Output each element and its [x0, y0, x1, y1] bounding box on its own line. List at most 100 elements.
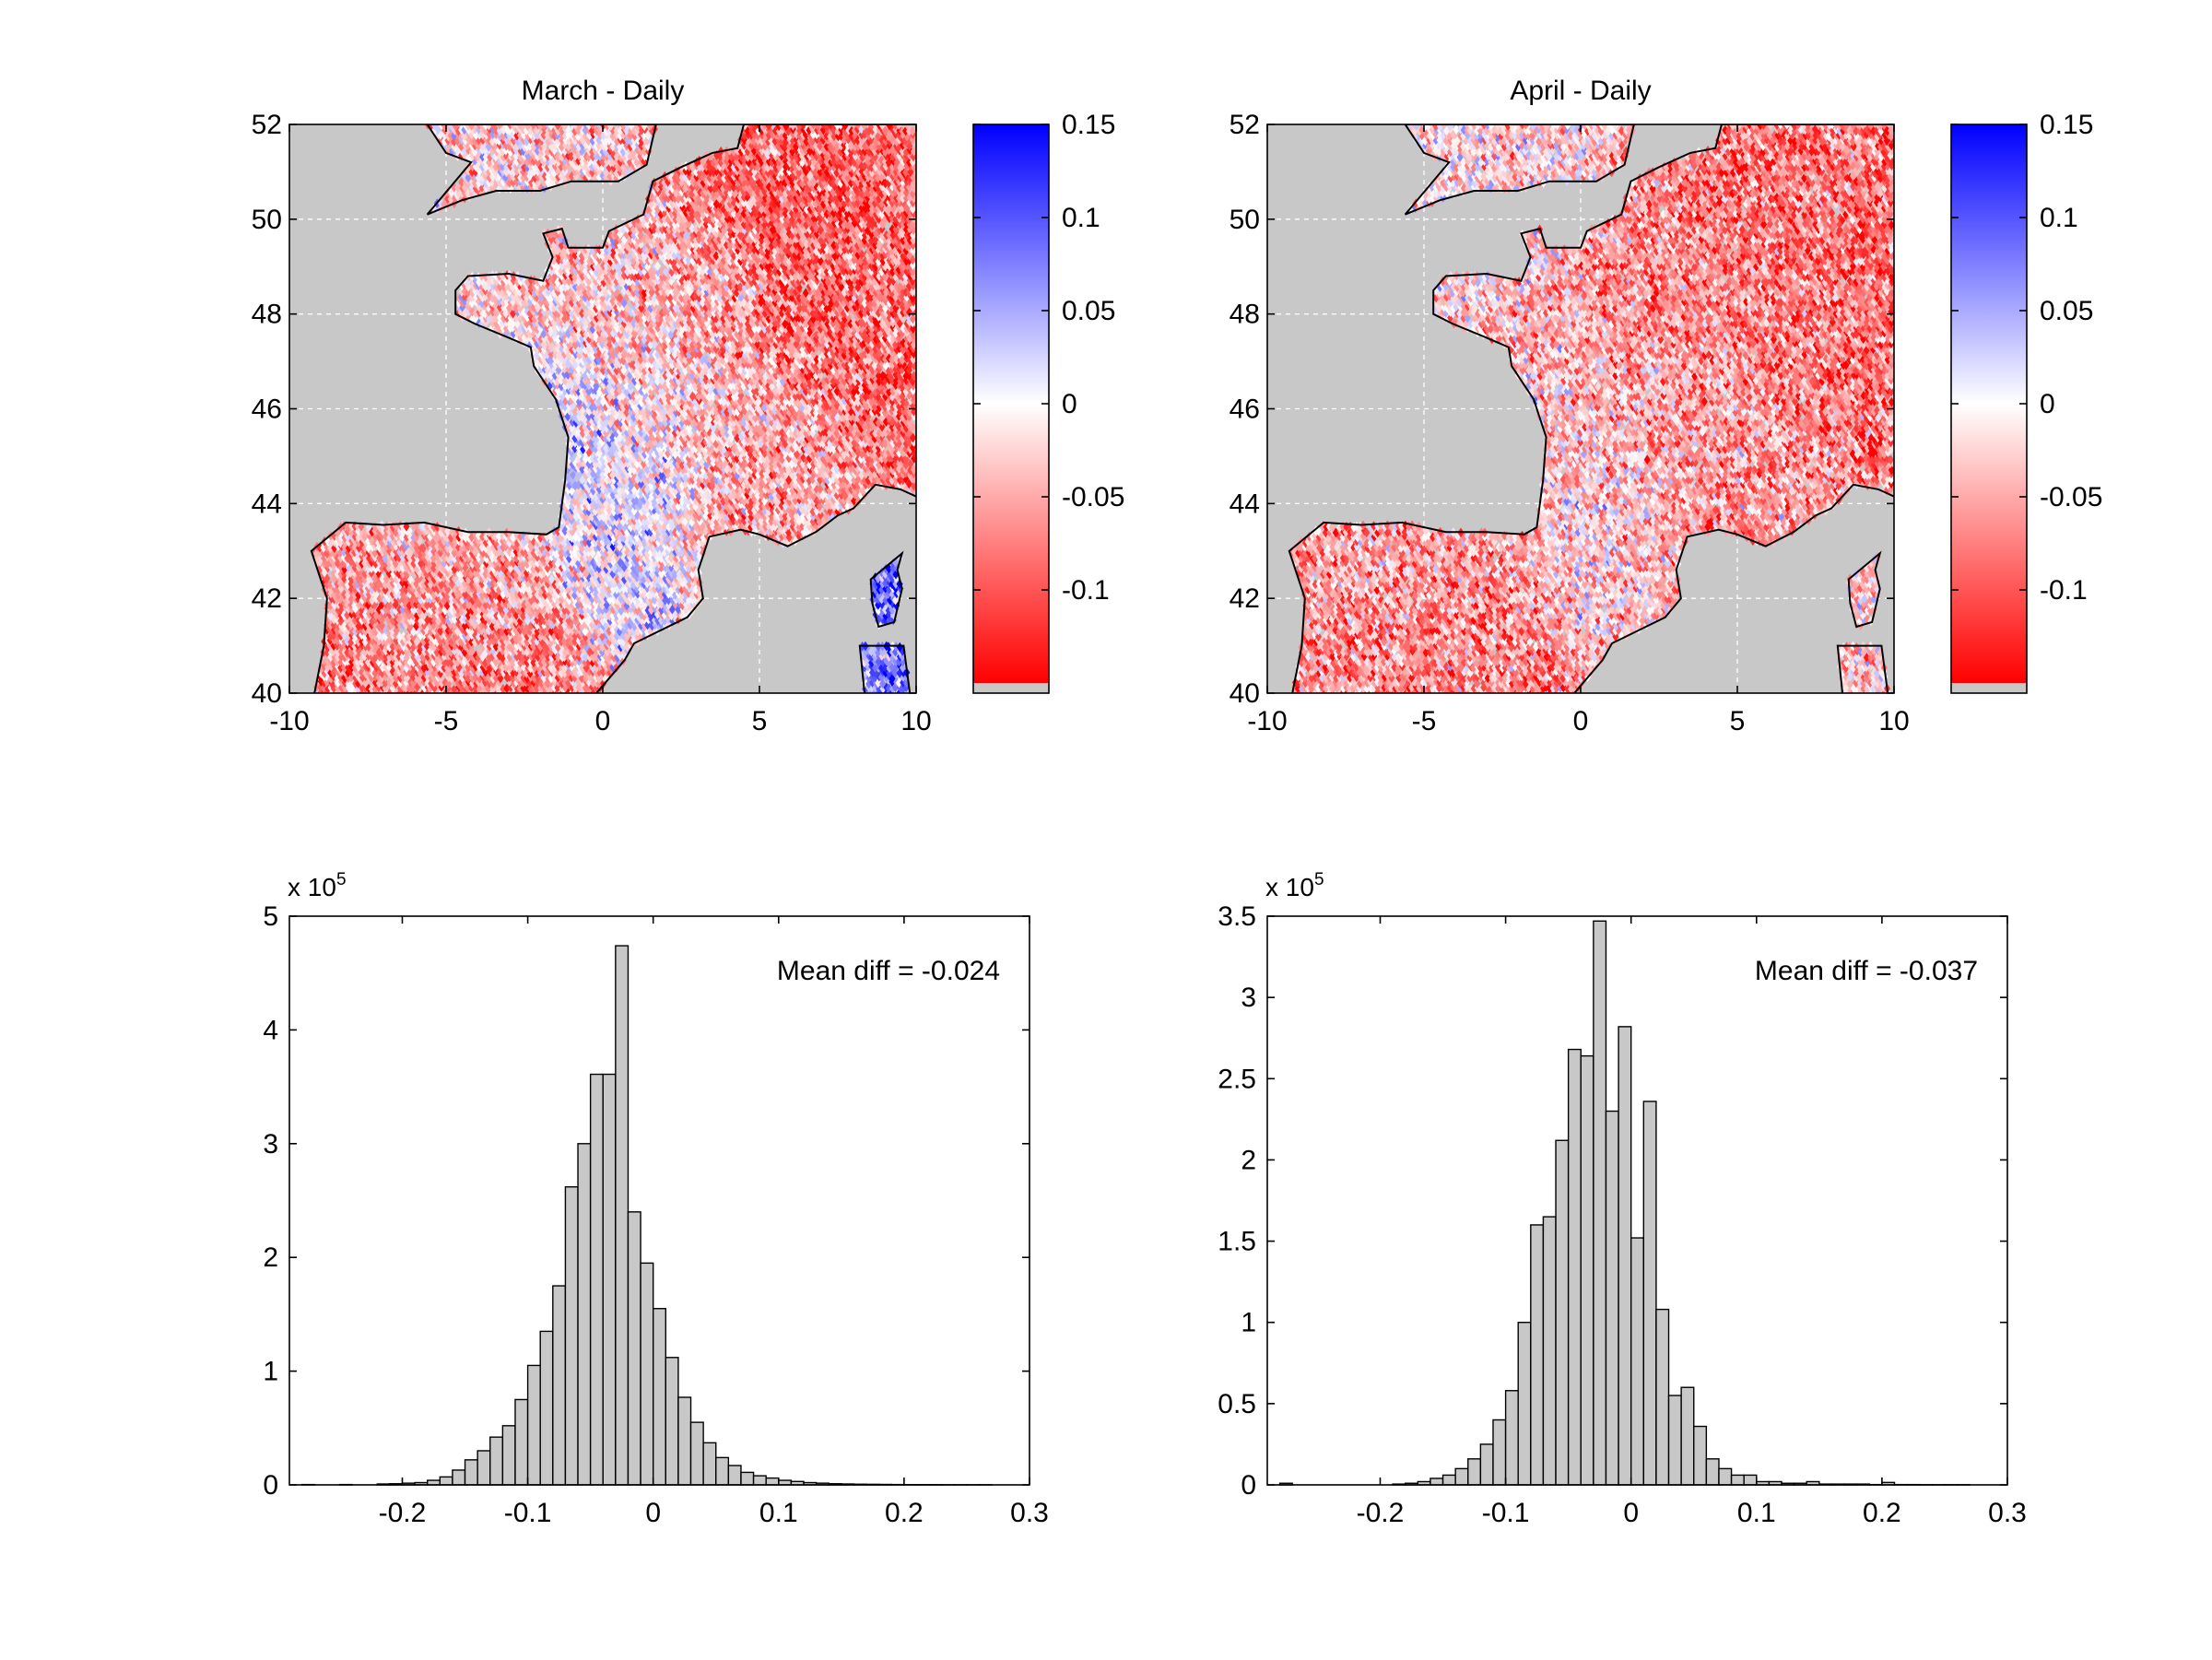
- data-cell: [538, 543, 546, 554]
- data-cell: [512, 578, 520, 589]
- data-cell: [530, 547, 537, 559]
- data-cell: [561, 543, 569, 554]
- data-cell: [402, 595, 410, 606]
- data-cell: [575, 563, 582, 574]
- data-cell: [361, 574, 369, 585]
- data-cell: [486, 637, 493, 648]
- data-cell: [331, 605, 338, 616]
- data-cell: [334, 683, 342, 693]
- data-cell: [627, 522, 634, 533]
- data-cell: [364, 657, 372, 668]
- data-cell: [448, 599, 455, 609]
- data-cell: [437, 604, 445, 615]
- data-cell: [437, 642, 444, 653]
- data-cell: [534, 683, 541, 693]
- data-cell: [459, 558, 466, 569]
- data-cell: [482, 600, 489, 611]
- data-cell: [478, 590, 487, 601]
- data-cell: [537, 657, 545, 668]
- data-cell: [475, 536, 482, 547]
- data-cell: [414, 557, 421, 568]
- data-cell: [327, 673, 335, 684]
- data-cell: [420, 547, 428, 558]
- data-cell: [345, 547, 352, 558]
- data-cell: [406, 551, 413, 562]
- data-cell: [355, 637, 362, 647]
- data-cell: [888, 579, 896, 590]
- data-cell: [599, 657, 607, 668]
- data-cell: [365, 580, 372, 590]
- data-cell: [595, 605, 603, 616]
- data-cell: [489, 668, 497, 678]
- data-cell: [320, 683, 327, 693]
- data-cell: [879, 647, 887, 658]
- data-cell: [451, 618, 458, 630]
- data-cell: [692, 521, 700, 532]
- data-cell: [510, 532, 517, 543]
- data-cell: [340, 609, 347, 620]
- data-cell: [448, 657, 455, 668]
- data-cell: [371, 653, 379, 663]
- data-cell: [390, 569, 397, 580]
- data-cell: [340, 579, 348, 590]
- data-cell: [358, 579, 365, 590]
- data-cell: [554, 642, 562, 653]
- data-cell: [417, 668, 424, 678]
- data-cell: [506, 547, 513, 558]
- data-cell: [330, 590, 338, 600]
- data-cell: [654, 573, 662, 584]
- data-cell: [628, 548, 635, 559]
- data-cell: [544, 536, 551, 547]
- data-cell: [355, 573, 362, 584]
- data-cell: [657, 568, 665, 579]
- data-cell: [688, 536, 696, 547]
- data-cell: [482, 630, 489, 641]
- data-cell: [472, 605, 479, 616]
- data-cell: [586, 653, 594, 663]
- data-cell: [634, 578, 641, 589]
- data-cell: [619, 533, 627, 543]
- data-cell: [385, 615, 393, 626]
- data-cell: [547, 647, 555, 657]
- data-cell: [395, 552, 403, 563]
- data-cell: [416, 590, 423, 601]
- data-cell: [513, 662, 521, 673]
- data-cell: [430, 683, 438, 693]
- data-cell: [467, 636, 476, 647]
- data-cell: [468, 579, 476, 590]
- data-cell: [331, 652, 338, 663]
- data-cell: [496, 651, 503, 661]
- data-cell: [509, 590, 516, 601]
- data-cell: [578, 606, 585, 617]
- data-cell: [878, 663, 886, 674]
- data-cell: [465, 533, 473, 543]
- data-cell: [348, 683, 356, 693]
- data-cell: [419, 543, 427, 553]
- data-cell: [487, 537, 494, 547]
- data-cell: [396, 683, 405, 693]
- data-cell: [351, 542, 359, 553]
- data-cell: [382, 677, 389, 689]
- data-cell: [341, 542, 348, 553]
- data-cell: [475, 631, 482, 642]
- data-cell: [578, 673, 585, 684]
- data-cell: [386, 580, 394, 590]
- data-cell: [593, 667, 600, 678]
- data-cell: [428, 615, 435, 626]
- data-cell: [682, 583, 689, 595]
- data-cell: [648, 583, 655, 595]
- data-cell: [316, 563, 324, 574]
- data-cell: [534, 573, 541, 584]
- data-cell: [351, 600, 359, 611]
- data-cell: [400, 543, 407, 554]
- data-cell: [393, 584, 400, 595]
- data-cell: [648, 559, 655, 569]
- data-cell: [482, 569, 489, 580]
- data-cell: [517, 620, 524, 631]
- data-cell: [434, 689, 441, 693]
- data-cell: [578, 577, 585, 588]
- data-cell: [651, 532, 658, 543]
- data-cell: [431, 610, 439, 621]
- data-cell: [461, 620, 468, 631]
- data-cell: [647, 526, 654, 537]
